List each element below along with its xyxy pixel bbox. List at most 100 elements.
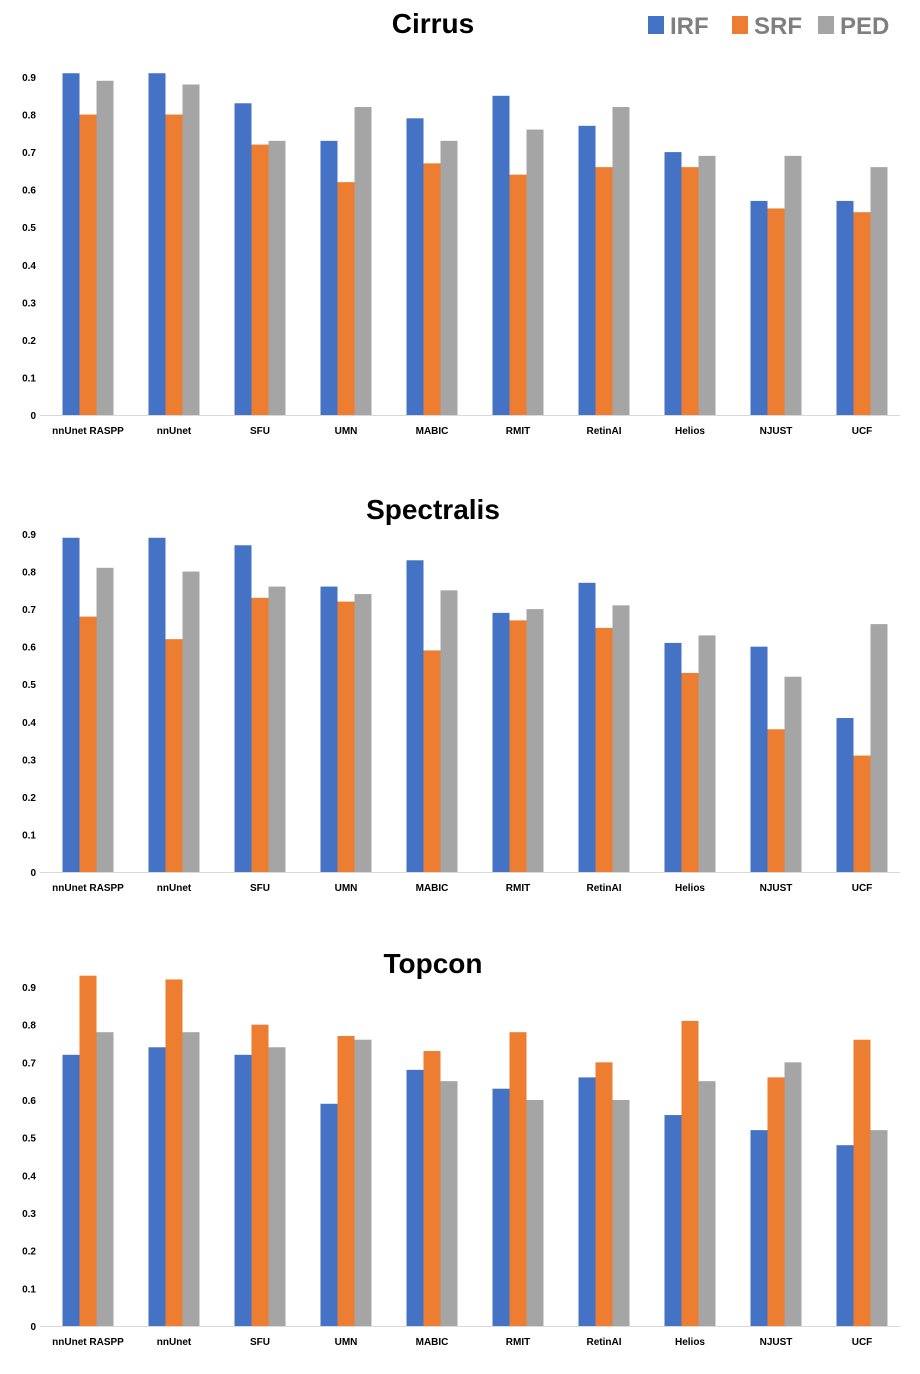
bar-ped: [354, 1039, 372, 1326]
bar-ped: [698, 1081, 716, 1326]
legend: IRF SRF PED: [648, 13, 889, 40]
y-tick-label: 0.9: [22, 73, 36, 84]
y-tick-label: 0.3: [22, 1209, 36, 1220]
bar-srf: [595, 167, 613, 415]
x-category-label: SFU: [250, 426, 270, 437]
y-tick-label: 0: [30, 1322, 36, 1333]
x-category-label: nnUnet RASPP: [52, 1337, 124, 1348]
bar-irf: [234, 545, 252, 872]
chart-topcon: Topcon 0 0.1 0.2 0.3 0.4 0.5 0.6 0.7 0.8 0.9 nnUnet…: [22, 948, 900, 1348]
y-tick-label: 0.1: [22, 1284, 36, 1295]
y-tick-label: 0.8: [22, 568, 36, 579]
x-category-label: UCF: [852, 426, 873, 437]
x-category-label: nnUnet: [157, 883, 192, 894]
y-tick-label: 0.4: [22, 718, 36, 729]
bar-ped: [784, 1062, 802, 1326]
bar-irf: [492, 612, 510, 872]
y-tick-label: 0.6: [22, 1096, 36, 1107]
bar-srf: [423, 650, 441, 872]
y-tick-label: 0.5: [22, 680, 36, 691]
x-category-label: Helios: [675, 1337, 705, 1348]
bar-irf: [406, 560, 424, 872]
bar-irf: [664, 152, 682, 415]
bar-srf: [853, 212, 871, 415]
bar-irf: [836, 718, 854, 872]
bar-srf: [595, 1062, 613, 1326]
chart-title-topcon: Topcon: [383, 948, 482, 979]
bar-ped: [870, 167, 888, 415]
bar-ped: [354, 107, 372, 416]
bar-srf: [681, 167, 699, 415]
x-category-label: SFU: [250, 883, 270, 894]
legend-swatch-ped: [818, 16, 834, 34]
bar-ped: [182, 571, 200, 872]
bar-srf: [423, 1051, 441, 1326]
bar-ped: [268, 1047, 286, 1326]
y-tick-label: 0.5: [22, 1134, 36, 1145]
y-tick-label: 0.1: [22, 373, 36, 384]
x-category-label: RMIT: [506, 883, 530, 894]
bar-srf: [509, 620, 527, 872]
x-category-label: nnUnet: [157, 426, 192, 437]
x-category-label: UMN: [335, 1337, 358, 1348]
bar-ped: [268, 586, 286, 872]
x-category-label: RMIT: [506, 1337, 530, 1348]
y-tick-label: 0.4: [22, 1171, 36, 1182]
y-tick-label: 0.7: [22, 605, 36, 616]
x-category-label: RetinAI: [587, 883, 622, 894]
x-category-label: UMN: [335, 883, 358, 894]
bar-srf: [595, 627, 613, 872]
bar-ped: [96, 80, 114, 415]
legend-label-ped: PED: [840, 13, 889, 40]
x-category-label: RetinAI: [587, 426, 622, 437]
x-category-label: MABIC: [416, 426, 449, 437]
y-tick-label: 0: [30, 868, 36, 879]
bar-ped: [182, 1032, 200, 1326]
bar-irf: [750, 646, 768, 872]
x-category-label: RMIT: [506, 426, 530, 437]
bar-srf: [509, 174, 527, 415]
y-tick-label: 0.6: [22, 643, 36, 654]
bar-srf: [79, 114, 97, 416]
x-category-label: UCF: [852, 883, 873, 894]
bar-ped: [870, 624, 888, 872]
bar-irf: [836, 200, 854, 415]
bar-ped: [526, 1100, 544, 1326]
y-tick-label: 0.7: [22, 148, 36, 159]
bar-irf: [62, 537, 80, 872]
bar-irf: [836, 1145, 854, 1326]
bar-ped: [784, 155, 802, 415]
bar-srf: [337, 182, 355, 415]
bar-irf: [578, 582, 596, 872]
bar-irf: [492, 1088, 510, 1326]
x-category-label: MABIC: [416, 883, 449, 894]
bar-srf: [853, 1039, 871, 1326]
x-category-label: UCF: [852, 1337, 873, 1348]
bar-ped: [440, 590, 458, 872]
chart-title-cirrus: Cirrus: [392, 8, 474, 39]
y-tick-label: 0.7: [22, 1058, 36, 1069]
x-category-label: SFU: [250, 1337, 270, 1348]
y-tick-label: 0.8: [22, 1021, 36, 1032]
bar-ped: [698, 155, 716, 415]
y-tick-label: 0.2: [22, 793, 36, 804]
bar-srf: [251, 1024, 269, 1326]
bar-ped: [526, 129, 544, 416]
bar-irf: [148, 537, 166, 872]
legend-label-irf: IRF: [670, 13, 709, 40]
bar-irf: [62, 73, 80, 415]
bar-ped: [268, 140, 286, 415]
y-tick-label: 0.3: [22, 755, 36, 766]
bar-srf: [251, 144, 269, 415]
y-tick-label: 0.2: [22, 1247, 36, 1258]
bar-irf: [234, 103, 252, 416]
legend-swatch-irf: [648, 16, 664, 34]
x-category-label: RetinAI: [587, 1337, 622, 1348]
bar-ped: [698, 635, 716, 872]
bar-srf: [79, 616, 97, 872]
chart-spectralis: Spectralis 0 0.1 0.2 0.3 0.4 0.5 0.6 0.7 0.8 0.9 nn…: [22, 494, 900, 894]
bar-srf: [165, 114, 183, 416]
bar-irf: [406, 1069, 424, 1326]
bar-srf: [337, 601, 355, 872]
bar-srf: [767, 729, 785, 872]
